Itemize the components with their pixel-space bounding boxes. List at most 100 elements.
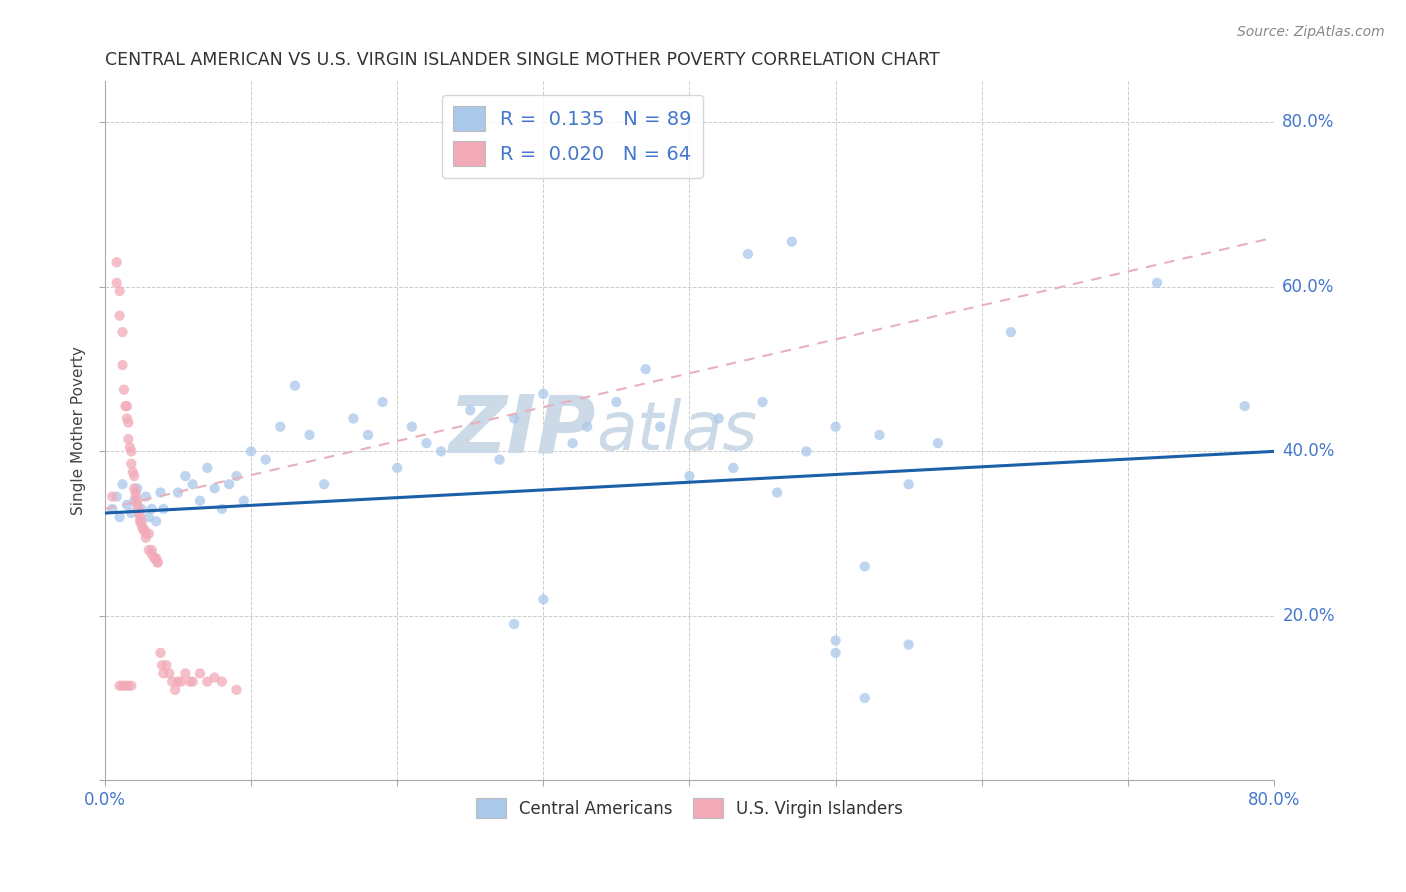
Point — [150, 658, 173, 673]
Point — [298, 428, 321, 442]
Point — [115, 498, 138, 512]
Point — [114, 679, 136, 693]
Text: atlas: atlas — [596, 398, 756, 464]
Point — [127, 498, 149, 512]
Point — [1233, 399, 1256, 413]
Point — [121, 465, 143, 479]
Point — [131, 502, 153, 516]
Point — [232, 493, 254, 508]
Point — [853, 691, 876, 706]
Point — [678, 469, 700, 483]
Point — [179, 674, 201, 689]
Point — [401, 419, 423, 434]
Point — [824, 419, 846, 434]
Point — [149, 485, 172, 500]
Point — [108, 510, 131, 524]
Point — [135, 531, 157, 545]
Legend: Central Americans, U.S. Virgin Islanders: Central Americans, U.S. Virgin Islanders — [470, 792, 910, 824]
Point — [170, 674, 193, 689]
Point — [269, 419, 291, 434]
Point — [357, 428, 380, 442]
Point — [342, 411, 364, 425]
Point — [430, 444, 453, 458]
Point — [634, 362, 657, 376]
Point — [105, 490, 128, 504]
Point — [128, 502, 150, 516]
Text: 60.0%: 60.0% — [1282, 278, 1334, 296]
Point — [127, 493, 149, 508]
Point — [188, 493, 211, 508]
Point — [204, 671, 226, 685]
Point — [129, 514, 152, 528]
Y-axis label: Single Mother Poverty: Single Mother Poverty — [72, 346, 86, 516]
Point — [650, 419, 672, 434]
Point — [1146, 276, 1168, 290]
Point — [897, 477, 920, 491]
Point — [503, 411, 526, 425]
Point — [195, 674, 218, 689]
Point — [561, 436, 583, 450]
Point — [132, 523, 155, 537]
Point — [135, 526, 157, 541]
Point — [531, 387, 554, 401]
Point — [152, 666, 174, 681]
Point — [145, 551, 167, 566]
Point — [143, 551, 166, 566]
Point — [135, 490, 157, 504]
Point — [101, 490, 124, 504]
Point — [146, 555, 169, 569]
Point — [138, 543, 160, 558]
Point — [115, 411, 138, 425]
Point — [160, 674, 183, 689]
Point — [181, 477, 204, 491]
Point — [101, 502, 124, 516]
Point — [131, 518, 153, 533]
Point — [138, 510, 160, 524]
Point — [117, 416, 139, 430]
Point — [117, 679, 139, 693]
Point — [108, 284, 131, 298]
Point — [897, 638, 920, 652]
Point — [458, 403, 481, 417]
Point — [122, 493, 145, 508]
Point — [111, 358, 134, 372]
Point — [128, 506, 150, 520]
Point — [531, 592, 554, 607]
Point — [129, 510, 152, 524]
Point — [723, 460, 745, 475]
Point — [780, 235, 803, 249]
Point — [211, 502, 233, 516]
Point — [105, 276, 128, 290]
Text: 20.0%: 20.0% — [1282, 607, 1334, 624]
Point — [152, 502, 174, 516]
Point — [120, 679, 142, 693]
Point — [141, 547, 163, 561]
Point — [181, 674, 204, 689]
Point — [1000, 325, 1022, 339]
Point — [149, 646, 172, 660]
Point — [155, 658, 177, 673]
Point — [167, 674, 190, 689]
Point — [796, 444, 818, 458]
Point — [108, 679, 131, 693]
Point — [122, 482, 145, 496]
Point — [120, 506, 142, 520]
Point — [605, 395, 627, 409]
Point — [117, 432, 139, 446]
Point — [120, 444, 142, 458]
Point — [314, 477, 336, 491]
Point — [824, 646, 846, 660]
Point — [167, 485, 190, 500]
Point — [174, 666, 197, 681]
Point — [141, 543, 163, 558]
Point — [111, 477, 134, 491]
Point — [225, 469, 247, 483]
Text: 40.0%: 40.0% — [1282, 442, 1334, 460]
Point — [124, 490, 146, 504]
Point — [118, 440, 141, 454]
Point — [112, 383, 135, 397]
Point — [105, 255, 128, 269]
Point — [146, 555, 169, 569]
Point — [145, 514, 167, 528]
Point — [225, 682, 247, 697]
